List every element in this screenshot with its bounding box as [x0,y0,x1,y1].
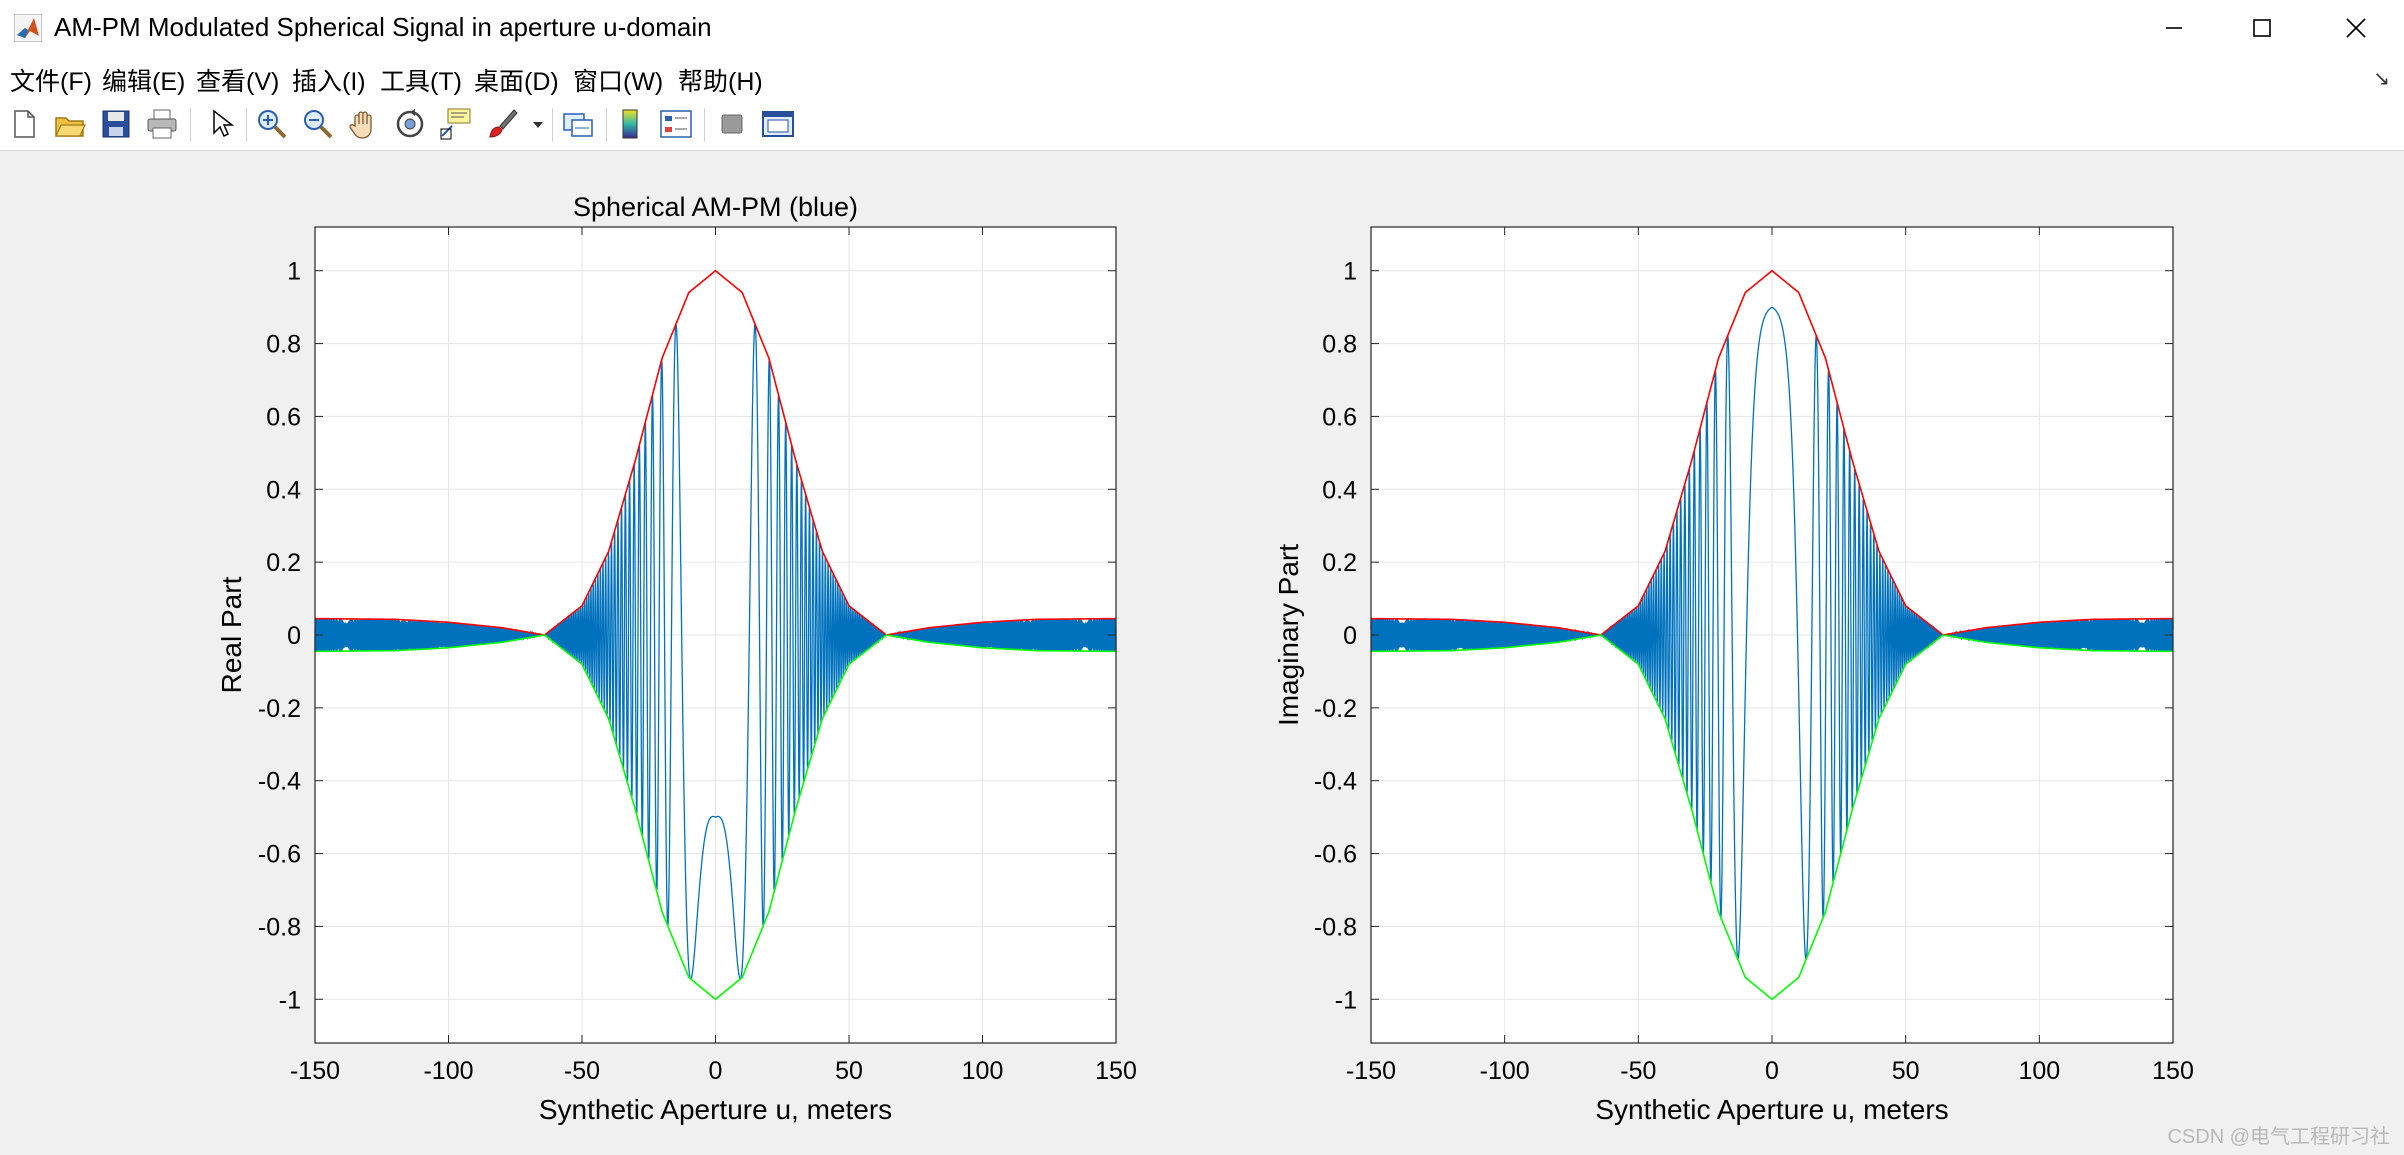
x-axis-label: Synthetic Aperture u, meters [1595,1094,1948,1125]
y-tick-label: -1 [1335,986,1357,1014]
x-tick-label: 50 [835,1057,863,1085]
dock-arrow-icon[interactable]: ↘ [2373,68,2390,90]
matlab-icon[interactable] [14,14,42,42]
y-axis-label: Real Part [216,576,247,693]
upper-envelope-line [314,269,1117,636]
toolbar-separator [246,108,247,142]
y-tick-label: 0.4 [1322,476,1357,504]
x-tick-label: 150 [2152,1057,2194,1085]
show-plot-tools-icon[interactable] [760,106,796,142]
plot-lines [1370,269,2174,1001]
y-tick-label: 0.8 [266,331,301,359]
x-tick-label: 100 [2018,1057,2060,1085]
x-tick-label: -100 [423,1057,473,1085]
tick-labels: -150 -100 -50 0 50 100 150 -1 -0.8 -0.6 -0.4 -0.2 0 0… [258,227,1137,1085]
title-bar: AM-PM Modulated Spherical Signal in aper… [0,0,2404,56]
y-axis-label: Imaginary Part [1273,544,1304,726]
plot-lines [314,269,1117,1001]
y-tick-label: 0.8 [1322,331,1357,359]
x-tick-label: 0 [709,1057,723,1085]
menu-window[interactable]: 窗口(W) [573,68,664,96]
x-tick-label: -50 [1620,1057,1656,1085]
toolbar-separator [704,108,705,142]
zoom-in-icon[interactable] [254,106,290,142]
hide-plot-tools-icon[interactable] [714,106,750,142]
y-tick-label: 0 [1343,622,1357,650]
brush-dropdown-icon[interactable] [530,106,546,142]
data-cursor-icon[interactable] [438,106,474,142]
x-tick-label: 150 [1095,1057,1137,1085]
y-tick-label: -0.8 [258,913,301,941]
colorbar-icon[interactable] [612,106,648,142]
minimize-icon [2166,27,2182,29]
menu-tools[interactable]: 工具(T) [380,68,462,96]
menu-bar: 文件(F) 编辑(E) 查看(V) 插入(I) 工具(T) 桌面(D) 窗口(W… [0,56,2404,98]
pan-hand-icon[interactable] [346,106,382,142]
x-axis-label: Synthetic Aperture u, meters [539,1094,892,1125]
toolbar-separator [606,108,607,142]
maximize-icon [2253,19,2271,37]
menu-desktop[interactable]: 桌面(D) [474,68,559,96]
x-tick-label: -100 [1480,1057,1530,1085]
lower-envelope-line [314,634,1117,1001]
menu-insert[interactable]: 插入(I) [292,68,366,96]
menu-view[interactable]: 查看(V) [196,68,280,96]
y-tick-label: -0.4 [258,768,301,796]
signal-line [1370,306,2174,961]
brush-icon[interactable] [484,106,520,142]
x-tick-label: 0 [1765,1057,1779,1085]
open-file-icon[interactable] [52,106,88,142]
toolbar-separator [190,108,191,142]
x-tick-label: 50 [1892,1057,1920,1085]
zoom-out-icon[interactable] [300,106,336,142]
y-tick-label: 0 [287,622,301,650]
y-tick-label: 0.2 [266,549,301,577]
subplot-imaginary-part[interactable]: -150 -100 -50 0 50 100 150 -1 -0.8 -0.6 -0.4 -0.2 0 0… [1273,226,2194,1125]
x-tick-label: -150 [290,1057,340,1085]
legend-icon[interactable] [658,106,694,142]
y-tick-label: 0.6 [1322,403,1357,431]
menu-edit[interactable]: 编辑(E) [102,68,186,96]
x-tick-label: 100 [962,1057,1004,1085]
close-button[interactable] [2310,0,2402,56]
y-tick-label: 0.4 [266,476,301,504]
x-tick-label: -150 [1346,1057,1396,1085]
y-tick-label: 1 [287,258,301,286]
window-title: AM-PM Modulated Spherical Signal in aper… [54,12,712,42]
close-icon [2346,18,2366,38]
y-tick-label: -0.2 [1314,695,1357,723]
link-plot-icon[interactable] [560,106,596,142]
toolbar-separator [552,108,553,142]
menu-help[interactable]: 帮助(H) [678,68,763,96]
y-tick-label: -0.4 [1314,768,1357,796]
y-tick-label: -0.8 [1314,913,1357,941]
y-tick-label: 1 [1343,258,1357,286]
y-tick-label: -0.2 [258,695,301,723]
upper-envelope-line [1370,269,2174,636]
signal-line [314,323,1117,980]
print-icon[interactable] [144,106,180,142]
y-tick-label: 0.2 [1322,549,1357,577]
y-tick-label: 0.6 [266,403,301,431]
watermark: CSDN @电气工程研习社 [2167,1126,2390,1148]
tick-labels: -150 -100 -50 0 50 100 150 -1 -0.8 -0.6 -0.4 -0.2 0 0… [1314,227,2194,1085]
figure-canvas[interactable]: -150 -100 -50 0 50 100 150-1-0.8-0.6-0.4-0.200… [0,151,2404,1155]
subplot-real-part[interactable]: -150 -100 -50 0 50 100 150 -1 -0.8 -0.6 -0.4 -0.2 0 0… [216,192,1137,1125]
lower-envelope-line [1370,634,2174,1001]
minimize-button[interactable] [2128,0,2220,56]
y-tick-label: -0.6 [258,841,301,869]
x-tick-label: -50 [564,1057,600,1085]
pointer-icon[interactable] [202,106,238,142]
maximize-button[interactable] [2216,0,2308,56]
y-tick-label: -0.6 [1314,841,1357,869]
figure-toolbar [0,98,2404,151]
y-tick-label: -1 [279,986,301,1014]
axes-title: Spherical AM-PM (blue) [573,192,858,222]
save-icon[interactable] [98,106,134,142]
new-figure-icon[interactable] [6,106,42,142]
menu-file[interactable]: 文件(F) [10,68,92,96]
rotate-3d-icon[interactable] [392,106,428,142]
